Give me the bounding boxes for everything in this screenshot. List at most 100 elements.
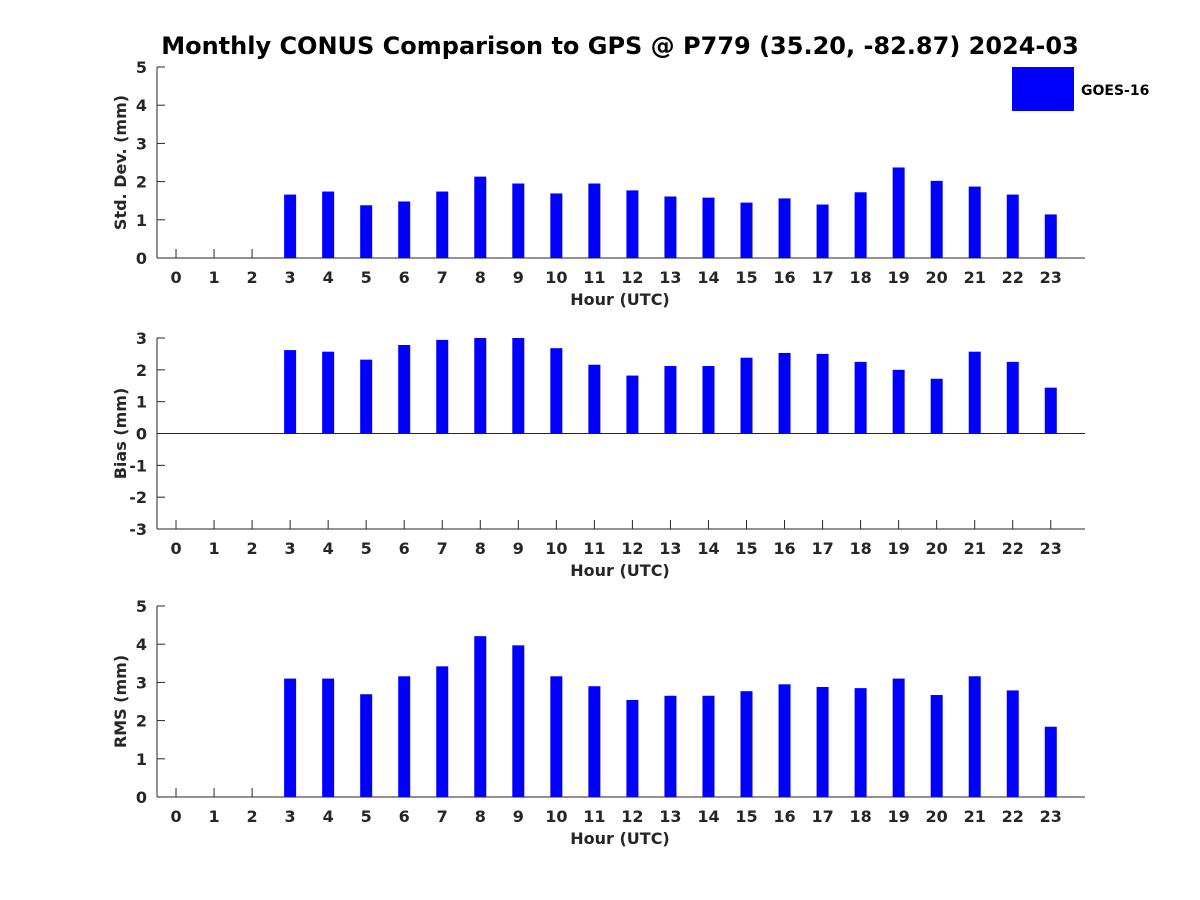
bar-hour-18 <box>854 361 867 434</box>
y-tick-label: 0 <box>136 425 147 444</box>
bar-hour-7 <box>436 666 449 797</box>
x-tick-label: 3 <box>285 807 296 826</box>
x-tick-label: 11 <box>583 807 605 826</box>
x-tick-label: 2 <box>247 807 258 826</box>
x-tick-label: 11 <box>583 268 605 287</box>
y-tick-label: 0 <box>136 249 147 268</box>
x-tick-label: 3 <box>285 539 296 558</box>
y-tick-label: 3 <box>136 134 147 153</box>
x-axis-label: Hour (UTC) <box>570 829 670 848</box>
x-tick-label: 0 <box>170 268 181 287</box>
bar-hour-3 <box>284 194 297 258</box>
bar-hour-16 <box>778 352 791 434</box>
bar-hour-17 <box>816 204 829 258</box>
y-tick-label: 5 <box>136 597 147 616</box>
y-tick-label: 1 <box>136 393 147 412</box>
bar-hour-5 <box>360 359 373 434</box>
bar-hour-11 <box>588 183 601 258</box>
y-axis-label: Bias (mm) <box>111 388 130 480</box>
x-tick-label: 14 <box>697 268 719 287</box>
y-tick-label: -3 <box>129 520 147 539</box>
x-tick-label: 0 <box>170 807 181 826</box>
bar-hour-21 <box>968 351 981 434</box>
y-tick-label: 3 <box>136 673 147 692</box>
bar-hour-12 <box>626 190 639 258</box>
bar-hour-12 <box>626 699 639 797</box>
x-tick-label: 1 <box>208 539 219 558</box>
bar-hour-21 <box>968 676 981 797</box>
x-tick-label: 22 <box>1002 539 1024 558</box>
x-tick-label: 4 <box>323 807 334 826</box>
x-tick-label: 23 <box>1040 268 1062 287</box>
x-tick-label: 11 <box>583 539 605 558</box>
x-tick-label: 17 <box>811 539 833 558</box>
bar-hour-16 <box>778 684 791 797</box>
y-tick-label: 4 <box>136 635 147 654</box>
x-tick-label: 1 <box>208 807 219 826</box>
y-axis-label: RMS (mm) <box>111 655 130 748</box>
x-tick-label: 20 <box>926 807 948 826</box>
bar-hour-12 <box>626 375 639 434</box>
bar-hour-23 <box>1044 726 1057 797</box>
bar-hour-19 <box>892 167 905 258</box>
bar-hour-3 <box>284 350 297 434</box>
x-tick-label: 23 <box>1040 539 1062 558</box>
bar-hour-7 <box>436 339 449 434</box>
y-axis-label: Std. Dev. (mm) <box>111 95 130 230</box>
legend-label: GOES-16 <box>1081 83 1149 99</box>
y-tick-label: 3 <box>136 329 147 348</box>
x-tick-label: 21 <box>964 268 986 287</box>
x-tick-label: 22 <box>1002 268 1024 287</box>
x-tick-label: 21 <box>964 807 986 826</box>
bar-hour-19 <box>892 369 905 434</box>
bar-hour-17 <box>816 353 829 434</box>
x-tick-label: 1 <box>208 268 219 287</box>
x-tick-label: 19 <box>888 268 910 287</box>
x-tick-label: 13 <box>659 807 681 826</box>
bar-hour-21 <box>968 186 981 258</box>
x-tick-label: 6 <box>399 268 410 287</box>
x-tick-label: 6 <box>399 539 410 558</box>
bar-hour-15 <box>740 202 753 258</box>
bar-hour-9 <box>512 183 525 258</box>
bar-hour-15 <box>740 357 753 434</box>
x-tick-label: 17 <box>811 807 833 826</box>
x-tick-label: 16 <box>773 807 795 826</box>
x-tick-label: 10 <box>545 807 567 826</box>
x-tick-label: 10 <box>545 539 567 558</box>
x-tick-label: 16 <box>773 539 795 558</box>
x-tick-label: 2 <box>247 539 258 558</box>
y-tick-label: 2 <box>136 361 147 380</box>
x-axis-label: Hour (UTC) <box>570 561 670 580</box>
x-tick-label: 5 <box>361 539 372 558</box>
y-tick-label: 2 <box>136 712 147 731</box>
y-tick-label: 5 <box>136 58 147 77</box>
bar-hour-3 <box>284 678 297 797</box>
bar-hour-13 <box>664 695 677 797</box>
y-tick-label: 1 <box>136 750 147 769</box>
bar-hour-14 <box>702 695 715 797</box>
x-tick-label: 19 <box>888 539 910 558</box>
x-tick-label: 7 <box>437 807 448 826</box>
x-tick-label: 6 <box>399 807 410 826</box>
bar-hour-11 <box>588 686 601 797</box>
bar-hour-5 <box>360 694 373 797</box>
x-tick-label: 21 <box>964 539 986 558</box>
bar-hour-23 <box>1044 214 1057 258</box>
x-tick-label: 16 <box>773 268 795 287</box>
bar-hour-20 <box>930 378 943 434</box>
bar-hour-9 <box>512 338 525 434</box>
x-tick-label: 15 <box>735 539 757 558</box>
x-tick-label: 4 <box>323 539 334 558</box>
x-tick-label: 14 <box>697 539 719 558</box>
bar-hour-20 <box>930 695 943 797</box>
x-tick-label: 19 <box>888 807 910 826</box>
x-tick-label: 18 <box>849 539 871 558</box>
bar-hour-9 <box>512 645 525 797</box>
x-tick-label: 20 <box>926 539 948 558</box>
x-axis-label: Hour (UTC) <box>570 290 670 309</box>
bar-hour-6 <box>398 345 411 434</box>
bar-hour-4 <box>322 351 335 434</box>
